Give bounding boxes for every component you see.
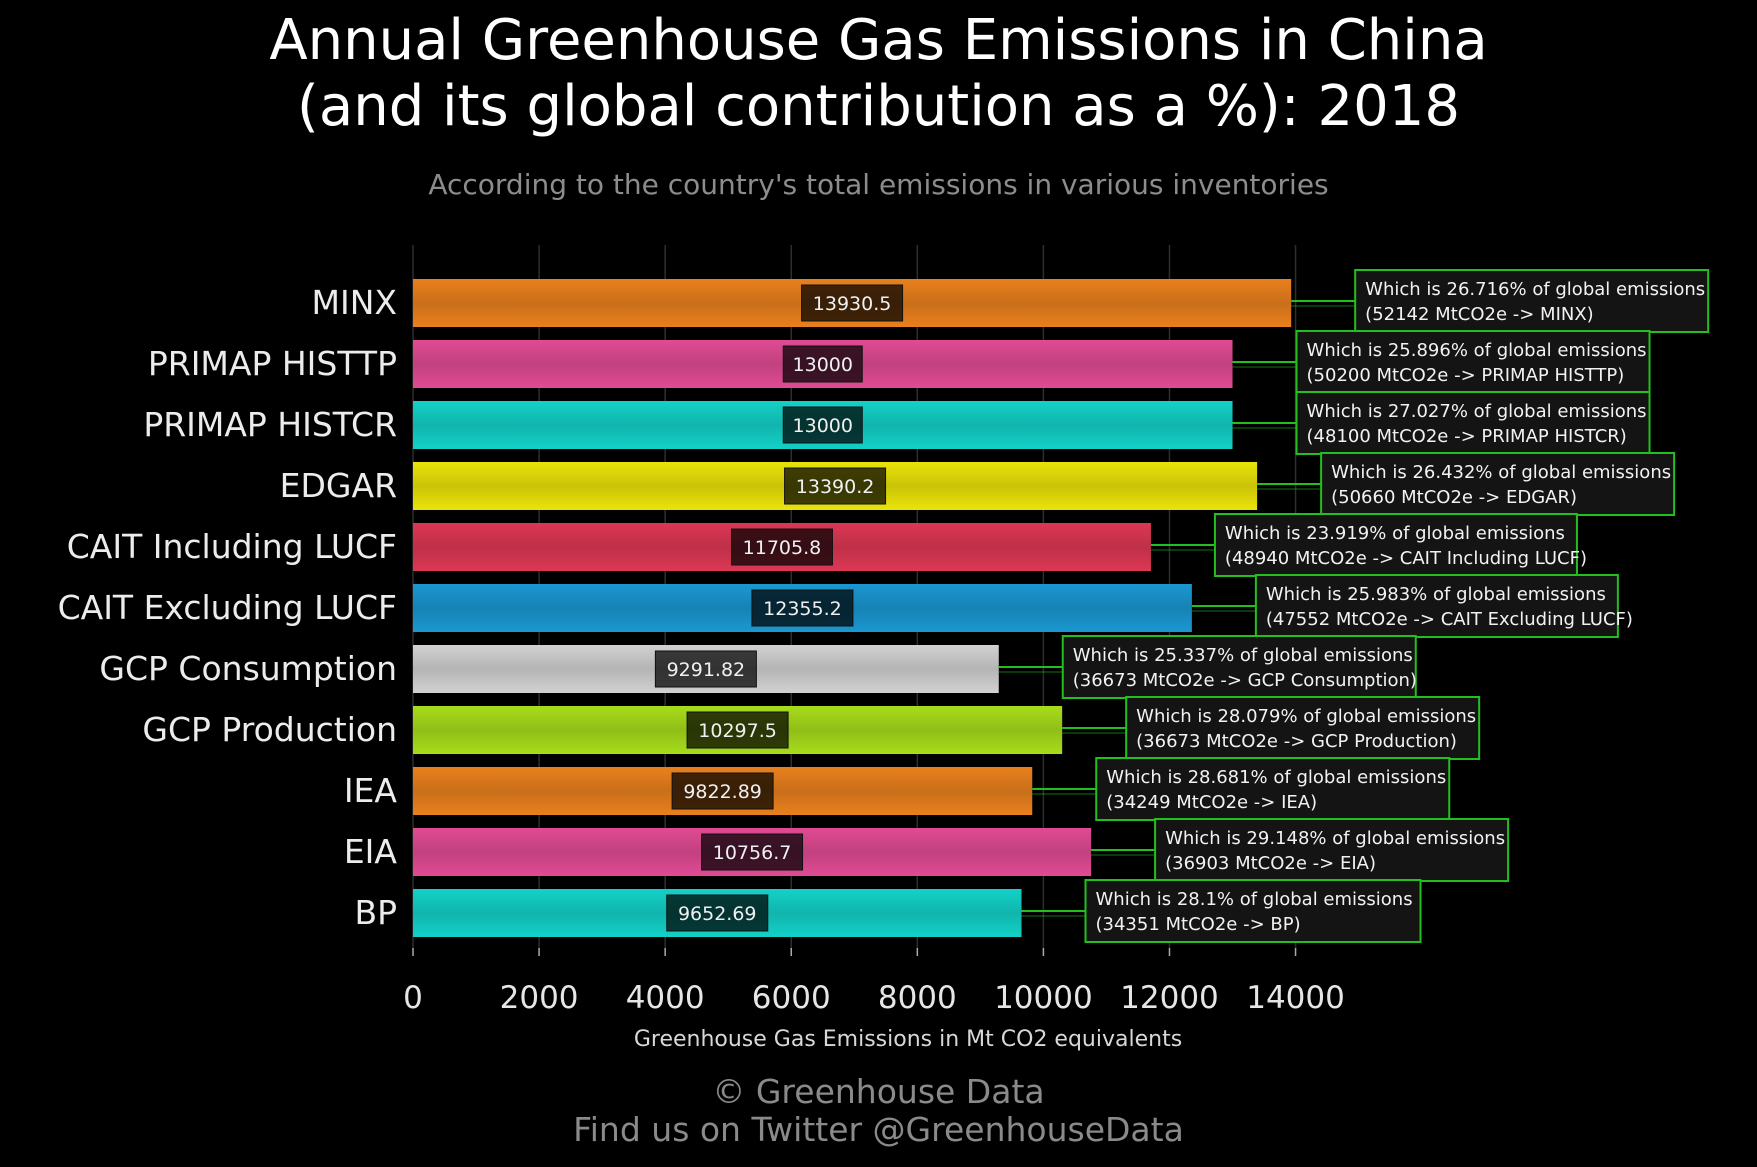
- y-category-label: EIA: [344, 832, 398, 871]
- value-label-box: [782, 406, 863, 444]
- annotation-box: [1295, 330, 1651, 394]
- y-category-label: IEA: [344, 771, 398, 810]
- y-category-label: EDGAR: [280, 466, 397, 505]
- annotation-line-1: Which is 28.681% of global emissions: [1106, 767, 1446, 788]
- x-tick-label: 10000: [994, 980, 1093, 1016]
- bars: MINX 13930.5 Which is 26.716% of global em…: [58, 269, 1710, 943]
- x-tick-label: 8000: [878, 980, 957, 1016]
- value-label: 13930.5: [813, 293, 892, 315]
- annotation-line-1: Which is 25.896% of global emissions: [1307, 340, 1647, 361]
- y-category-label: PRIMAP HISTTP: [148, 344, 397, 383]
- value-label-box: [654, 650, 757, 688]
- annotation-box: [1295, 391, 1651, 455]
- x-tick-label: 6000: [752, 980, 831, 1016]
- annotation-box: [1213, 513, 1578, 577]
- annotation-line-1: Which is 28.1% of global emissions: [1096, 889, 1413, 910]
- value-label: 10297.5: [698, 720, 777, 742]
- value-label: 9652.69: [678, 903, 757, 925]
- x-axis: 0 2000 4000 6000 8000 10000 12000 14000: [403, 948, 1345, 1016]
- y-category-label: CAIT Including LUCF: [67, 527, 397, 566]
- annotation-box: [1254, 574, 1619, 638]
- value-label-box: [784, 467, 887, 505]
- annotation-line-2: (34249 MtCO2e -> IEA): [1106, 792, 1317, 813]
- annotation-line-1: Which is 25.337% of global emissions: [1073, 645, 1413, 666]
- value-label-box: [671, 772, 774, 810]
- value-label: 13390.2: [796, 476, 875, 498]
- y-category-label: BP: [354, 893, 397, 932]
- annotation-line-2: (36673 MtCO2e -> GCP Production): [1136, 731, 1457, 752]
- value-label-box: [701, 833, 804, 871]
- value-label-box: [666, 894, 769, 932]
- annotation-line-1: Which is 28.079% of global emissions: [1136, 706, 1476, 727]
- value-label: 13000: [793, 415, 853, 437]
- annotation-box: [1061, 635, 1417, 699]
- value-label: 9291.82: [667, 659, 746, 681]
- credit-line-2: Find us on Twitter @GreenhouseData: [573, 1110, 1184, 1149]
- annotation-line-2: (48100 MtCO2e -> PRIMAP HISTCR): [1307, 426, 1627, 447]
- annotation-box: [1154, 818, 1510, 882]
- annotation-line-1: Which is 23.919% of global emissions: [1225, 523, 1565, 544]
- title-line-1: Annual Greenhouse Gas Emissions in China: [269, 8, 1488, 73]
- annotation-line-2: (34351 MtCO2e -> BP): [1096, 914, 1301, 935]
- annotation-line-2: (52142 MtCO2e -> MINX): [1365, 304, 1594, 325]
- annotation-line-2: (47552 MtCO2e -> CAIT Excluding LUCF): [1266, 609, 1633, 630]
- y-category-label: GCP Consumption: [99, 649, 397, 688]
- y-category-label: PRIMAP HISTCR: [143, 405, 397, 444]
- annotation-box: [1125, 696, 1481, 760]
- x-tick-label: 12000: [1120, 980, 1219, 1016]
- y-category-label: CAIT Excluding LUCF: [58, 588, 397, 627]
- annotation-line-1: Which is 26.432% of global emissions: [1331, 462, 1671, 483]
- annotation-box: [1095, 757, 1451, 821]
- value-label: 9822.89: [683, 781, 762, 803]
- value-label-box: [686, 711, 789, 749]
- x-tick-label: 2000: [500, 980, 579, 1016]
- value-label: 11705.8: [743, 537, 822, 559]
- value-label: 13000: [793, 354, 853, 376]
- chart-subtitle: According to the country's total emissio…: [428, 168, 1329, 201]
- annotation-line-2: (50660 MtCO2e -> EDGAR): [1331, 487, 1577, 508]
- value-label-box: [782, 345, 863, 383]
- annotation-line-1: Which is 27.027% of global emissions: [1307, 401, 1647, 422]
- y-category-label: MINX: [312, 283, 398, 322]
- annotation-line-2: (36903 MtCO2e -> EIA): [1165, 853, 1376, 874]
- x-axis-label: Greenhouse Gas Emissions in Mt CO2 equiv…: [634, 1027, 1182, 1052]
- credit-line-1: © Greenhouse Data: [712, 1072, 1045, 1111]
- value-label-box: [751, 589, 854, 627]
- value-label-box: [730, 528, 833, 566]
- annotation-line-1: Which is 26.716% of global emissions: [1365, 279, 1705, 300]
- x-tick-label: 14000: [1246, 980, 1345, 1016]
- chart-title: Annual Greenhouse Gas Emissions in China…: [0, 8, 1757, 140]
- x-tick-label: 0: [403, 980, 423, 1016]
- x-tick-label: 4000: [626, 980, 705, 1016]
- y-category-label: GCP Production: [142, 710, 397, 749]
- value-label: 12355.2: [763, 598, 842, 620]
- annotation-line-2: (48940 MtCO2e -> CAIT Including LUCF): [1225, 548, 1587, 569]
- annotation-line-1: Which is 29.148% of global emissions: [1165, 828, 1505, 849]
- annotation-box: [1084, 879, 1422, 943]
- credit-block: © Greenhouse Data Find us on Twitter @Gr…: [0, 1073, 1757, 1149]
- title-line-2: (and its global contribution as a %): 20…: [297, 74, 1460, 139]
- value-label-box: [801, 284, 904, 322]
- value-label: 10756.7: [713, 842, 792, 864]
- annotation-line-2: (50200 MtCO2e -> PRIMAP HISTTP): [1307, 365, 1625, 386]
- annotation-line-2: (36673 MtCO2e -> GCP Consumption): [1073, 670, 1417, 691]
- annotation-line-1: Which is 25.983% of global emissions: [1266, 584, 1606, 605]
